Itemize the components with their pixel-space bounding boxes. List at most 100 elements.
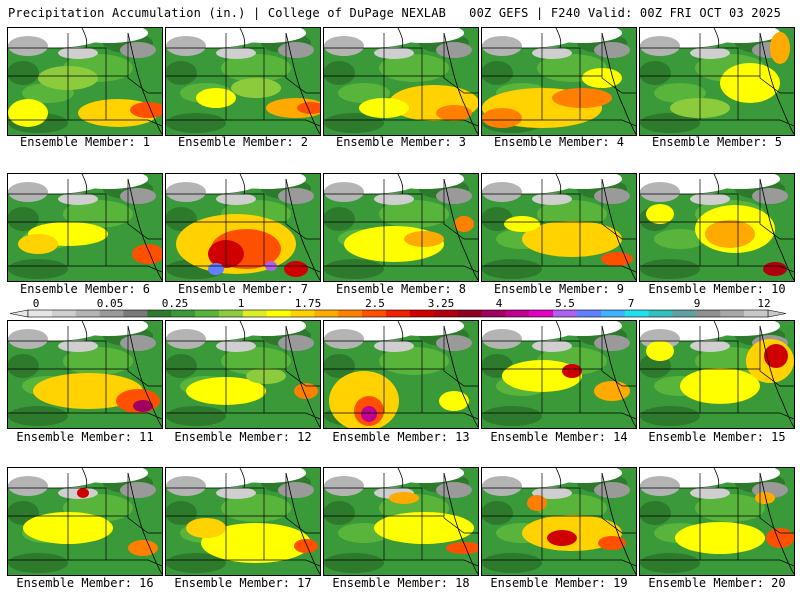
precip-map-panel: [481, 27, 637, 136]
ensemble-member-label: Ensemble Member: 1: [19, 135, 151, 149]
dry-area: [278, 482, 314, 498]
precip-area: [680, 368, 760, 404]
state-borders: [640, 179, 794, 273]
ensemble-member-label: Ensemble Member: 20: [648, 576, 786, 590]
ensemble-member-label: Ensemble Member: 5: [651, 135, 783, 149]
state-borders: [324, 473, 478, 567]
dry-area: [436, 42, 472, 58]
state-borders: [324, 179, 478, 273]
state-borders: [640, 473, 794, 567]
dry-area: [594, 188, 630, 204]
colorbar-tick-label: 9: [694, 298, 701, 310]
precip-area: [18, 234, 58, 254]
precip-area: [231, 78, 281, 98]
dry-area: [166, 36, 206, 56]
precip-area: [8, 406, 68, 426]
precip-area: [361, 406, 377, 422]
state-borders: [324, 326, 478, 420]
precip-area: [166, 61, 197, 85]
precip-area: [166, 501, 197, 525]
dry-area: [278, 335, 314, 351]
colorbar-tick-label: 5.5: [555, 298, 575, 310]
colorbar-tick-label: 0.25: [162, 298, 189, 310]
precip-area: [196, 88, 236, 108]
river-lines: [555, 174, 636, 281]
river-lines: [239, 468, 320, 575]
precip-area: [221, 54, 291, 82]
precip-area: [166, 354, 197, 378]
precip-area: [63, 347, 133, 375]
colorbar-segment: [386, 310, 411, 317]
ensemble-member-label: Ensemble Member: 2: [177, 135, 309, 149]
precip-map: [324, 321, 478, 428]
precip-area: [8, 207, 39, 231]
dry-area: [8, 329, 48, 349]
precip-area: [379, 54, 449, 82]
dry-area: [324, 36, 364, 56]
dry-area: [690, 487, 730, 499]
ensemble-member-label: Ensemble Member: 4: [493, 135, 625, 149]
colorbar-segment: [99, 310, 124, 317]
precip-area: [221, 347, 291, 375]
colorbar-segment: [314, 310, 339, 317]
dry-area: [120, 188, 156, 204]
dry-area: [374, 47, 414, 59]
precip-area: [208, 263, 224, 275]
precip-area: [246, 368, 286, 384]
precip-area: [166, 113, 226, 133]
river-lines: [81, 28, 162, 135]
precip-area: [598, 536, 626, 550]
colorbar-segment: [577, 310, 602, 317]
precip-area: [128, 540, 158, 556]
colorbar-segment: [624, 310, 649, 317]
precip-area: [166, 207, 197, 231]
dry-area: [690, 340, 730, 352]
dry-area: [690, 47, 730, 59]
colorbar-tick-label: 2.5: [365, 298, 385, 310]
colorbar-svg: 0 0.05 0.25 1 1.75 2.5 3.25 4 5.5 7 9 12: [9, 297, 787, 318]
state-borders: [166, 326, 320, 420]
precip-area: [132, 244, 162, 264]
precip-map: [482, 468, 636, 575]
precip-area: [522, 221, 622, 257]
precip-area: [8, 99, 48, 127]
river-lines: [555, 28, 636, 135]
precip-area: [379, 347, 449, 375]
precip-map-panel: [165, 320, 321, 429]
colorbar-tick-label: 4: [496, 298, 503, 310]
dry-area: [482, 182, 522, 202]
state-borders: [482, 473, 636, 567]
precip-area: [201, 523, 311, 563]
precip-area: [482, 108, 522, 128]
colorbar-segment: [147, 310, 172, 317]
precip-area: [379, 200, 449, 228]
dry-area: [216, 487, 256, 499]
ensemble-member-label: Ensemble Member: 11: [16, 430, 154, 444]
dry-area: [482, 476, 522, 496]
state-borders: [482, 326, 636, 420]
precip-map-panel: [7, 320, 163, 429]
ensemble-member-label: Ensemble Member: 19: [490, 576, 628, 590]
precip-map: [640, 468, 794, 575]
precip-map-panel: [7, 27, 163, 136]
precip-area: [763, 262, 787, 276]
colorbar-segment: [28, 310, 53, 317]
precip-area: [482, 501, 513, 525]
river-lines: [713, 174, 794, 281]
precip-area: [547, 530, 577, 546]
ensemble-member-label: Ensemble Member: 12: [174, 430, 312, 444]
dry-area: [482, 329, 522, 349]
colorbar-tick-label: 12: [757, 298, 770, 310]
river-lines: [397, 28, 478, 135]
precip-area: [436, 105, 472, 121]
precip-map: [482, 321, 636, 428]
precip-map: [640, 28, 794, 135]
river-lines: [81, 321, 162, 428]
precip-area: [374, 512, 474, 544]
dry-area: [640, 182, 680, 202]
colorbar-segment: [553, 310, 578, 317]
precip-area: [8, 553, 68, 573]
colorbar-tick-label: 1.75: [295, 298, 322, 310]
precip-area: [130, 102, 162, 118]
dry-area: [752, 188, 788, 204]
